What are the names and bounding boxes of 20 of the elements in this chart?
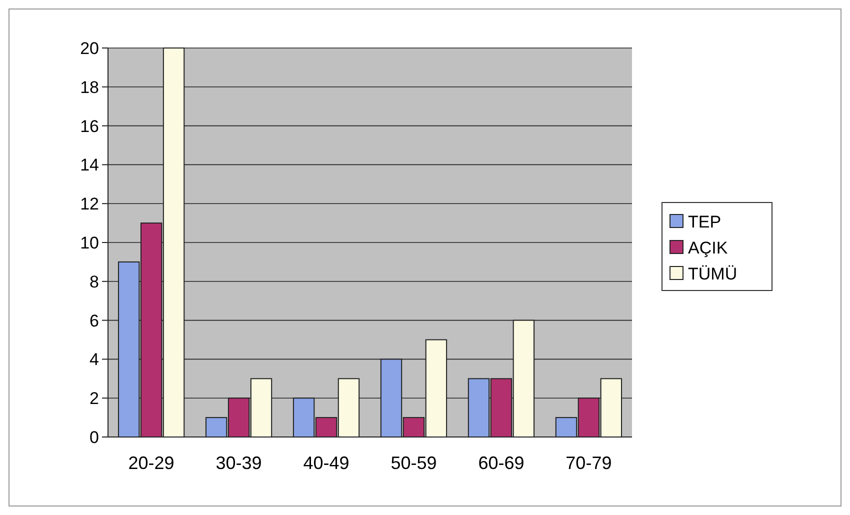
y-tick-label: 20 — [80, 38, 99, 58]
y-tick-label: 0 — [90, 428, 99, 447]
y-tick-label: 2 — [90, 389, 99, 408]
y-tick-label: 16 — [80, 116, 99, 136]
x-tick-label: 70-79 — [566, 453, 612, 473]
y-tick-label: 6 — [90, 311, 99, 330]
x-tick-label: 40-49 — [303, 453, 350, 473]
x-tick-label: 20-29 — [128, 453, 174, 473]
y-tick-label: 8 — [90, 272, 99, 292]
x-tick-label: 50-59 — [390, 453, 437, 473]
x-tick-label: 60-69 — [478, 453, 524, 473]
y-tick-label: 14 — [80, 156, 99, 175]
x-tick-label: 30-39 — [216, 453, 262, 473]
y-tick-label: 12 — [80, 194, 99, 214]
legend-label: AÇIK — [688, 238, 728, 258]
y-tick-label: 10 — [80, 233, 99, 252]
legend-label: TÜMÜ — [688, 264, 738, 284]
legend-label: TEP — [688, 212, 722, 232]
y-tick-label: 4 — [90, 350, 99, 370]
y-tick-label: 18 — [80, 78, 99, 97]
